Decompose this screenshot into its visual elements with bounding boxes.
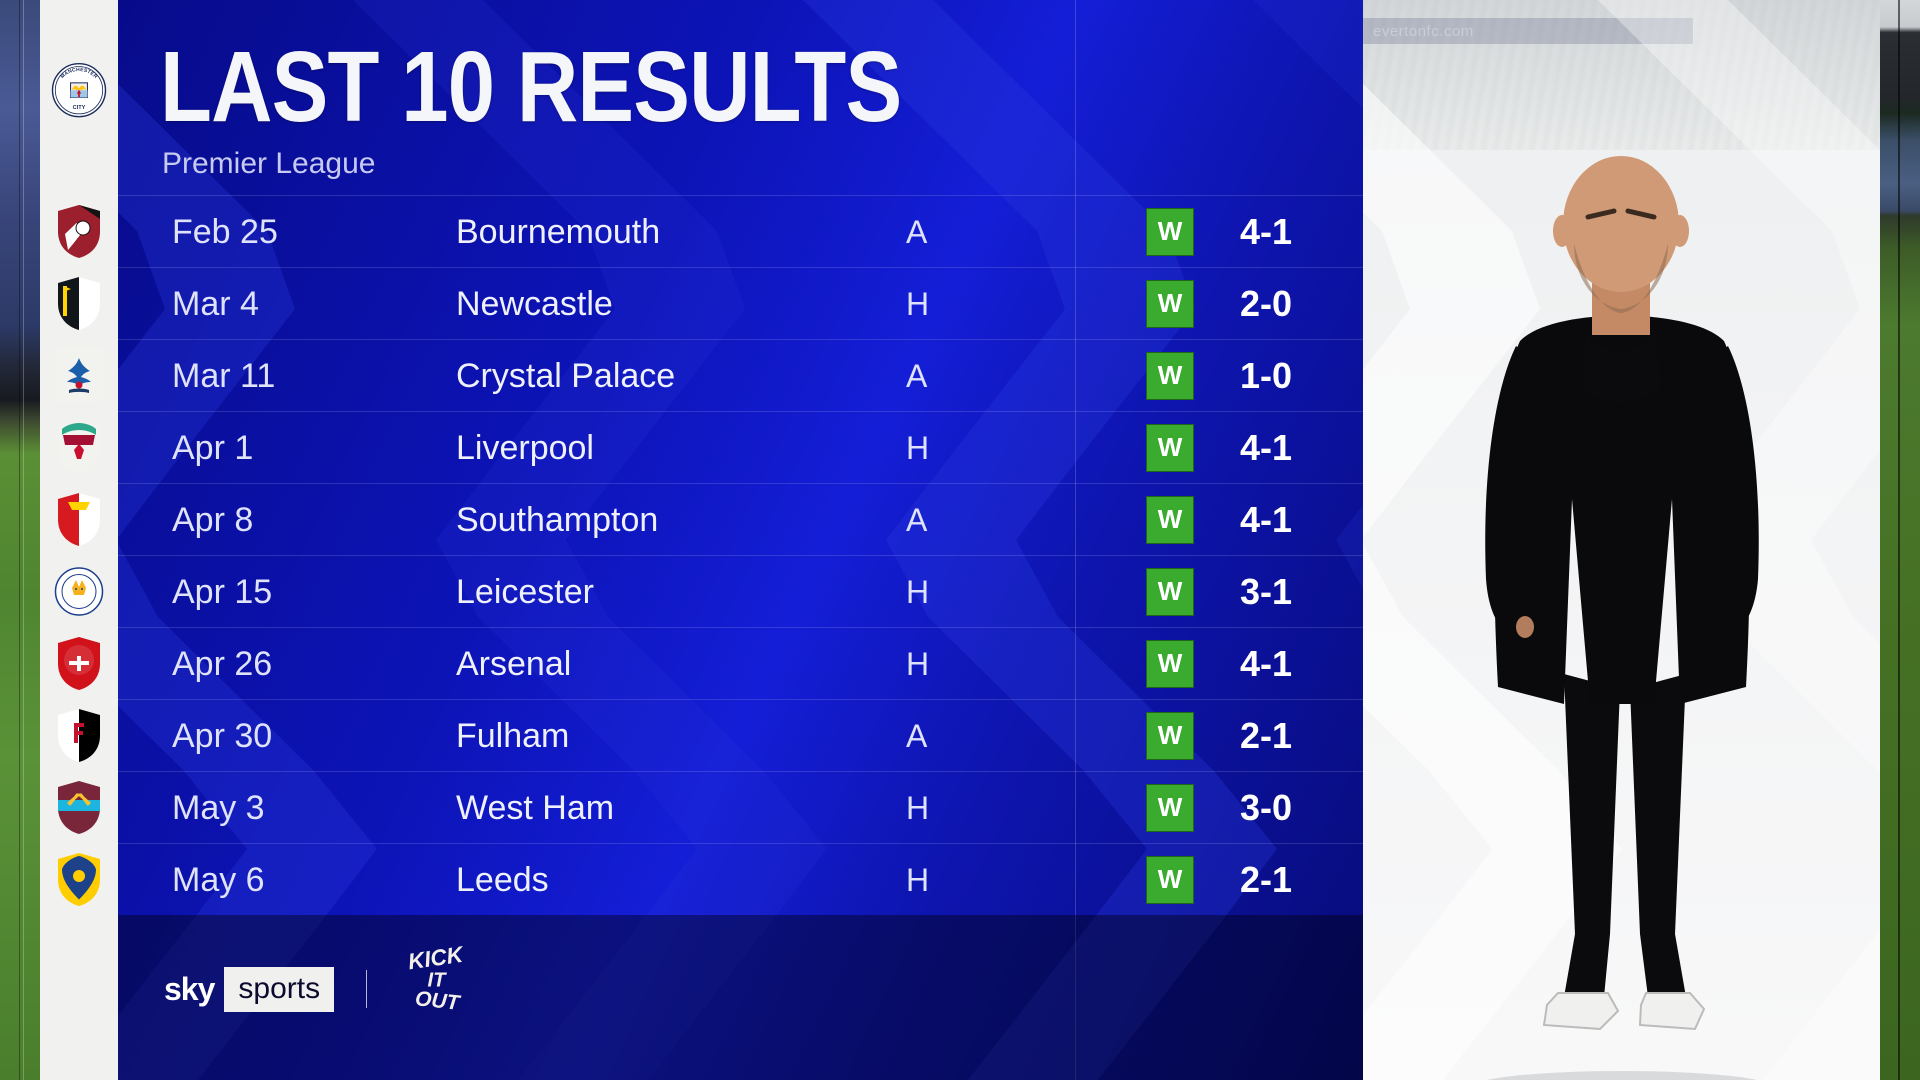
svg-text:OUT: OUT: [414, 987, 463, 1015]
svg-text:CITY: CITY: [73, 105, 86, 111]
